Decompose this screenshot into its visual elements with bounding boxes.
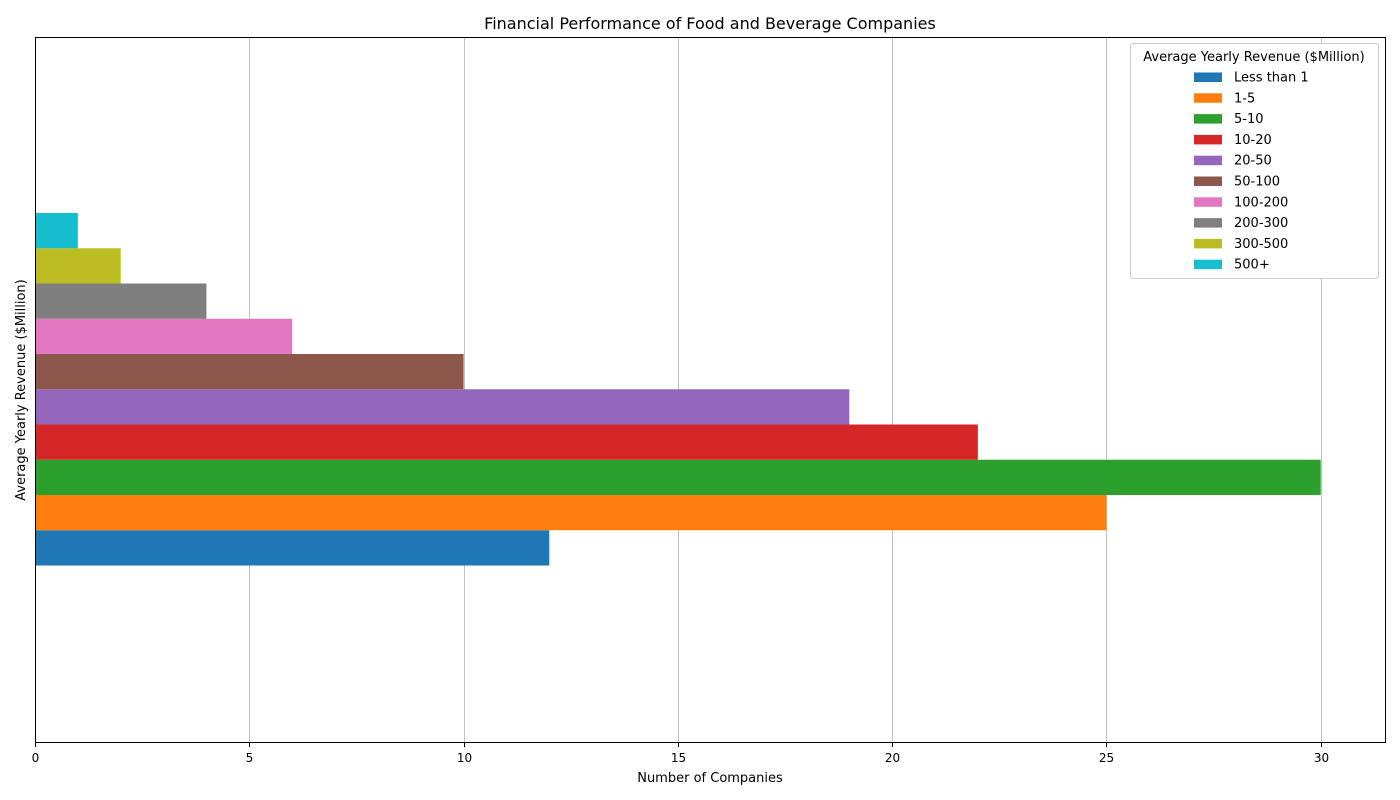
legend-label: 50-100 xyxy=(1234,175,1280,190)
legend-label: 1-5 xyxy=(1234,91,1255,106)
legend-swatch xyxy=(1194,238,1222,249)
bar xyxy=(35,459,1321,495)
legend-box xyxy=(1130,43,1379,279)
legend-label: 300-500 xyxy=(1234,237,1288,252)
legend-label: 20-50 xyxy=(1234,154,1272,169)
chart-title: Financial Performance of Food and Bevera… xyxy=(484,14,936,33)
bar xyxy=(35,248,121,284)
legend-swatch xyxy=(1194,114,1222,124)
bar xyxy=(35,530,550,566)
legend-label: 500+ xyxy=(1234,258,1270,273)
legend-label: Less than 1 xyxy=(1234,71,1309,86)
x-tick-label: 15 xyxy=(671,751,686,765)
y-axis-label: Average Yearly Revenue ($Million) xyxy=(14,279,29,501)
legend-swatch xyxy=(1194,197,1222,207)
bar xyxy=(35,213,78,249)
legend-swatch xyxy=(1194,93,1222,103)
x-tick-label: 5 xyxy=(246,751,254,765)
bar xyxy=(35,389,850,425)
legend-swatch xyxy=(1194,218,1222,228)
legend-swatch xyxy=(1194,134,1222,145)
legend-swatch xyxy=(1194,176,1222,186)
bar xyxy=(35,354,464,390)
legend: Average Yearly Revenue ($Million) Less t… xyxy=(1130,43,1379,279)
legend-label: 10-20 xyxy=(1234,133,1272,148)
legend-label: 5-10 xyxy=(1234,112,1264,127)
x-axis-label: Number of Companies xyxy=(637,771,783,786)
legend-label: 100-200 xyxy=(1234,195,1288,210)
x-tick-label: 20 xyxy=(885,751,900,765)
plot-frame xyxy=(35,37,1386,743)
legend-swatch xyxy=(1194,259,1222,270)
legend-title: Average Yearly Revenue ($Million) xyxy=(1143,50,1365,65)
bar xyxy=(35,495,1107,531)
legend-items: Less than 1 1-5 5-10 10-20 20-50 50-100 100-20… xyxy=(1194,71,1309,273)
legend-swatch xyxy=(1194,72,1222,82)
legend-swatch xyxy=(1194,155,1222,166)
bar xyxy=(35,424,978,460)
bar xyxy=(35,283,207,319)
x-tick-label: 30 xyxy=(1314,751,1329,765)
x-axis-ticks: 0 5 10 15 20 25 30 xyxy=(32,742,1329,765)
bar xyxy=(35,318,293,354)
x-tick-label: 25 xyxy=(1099,751,1114,765)
bars xyxy=(35,213,1321,566)
legend-label: 200-300 xyxy=(1234,216,1288,231)
x-tick-label: 0 xyxy=(32,751,40,765)
x-tick-label: 10 xyxy=(457,751,472,765)
